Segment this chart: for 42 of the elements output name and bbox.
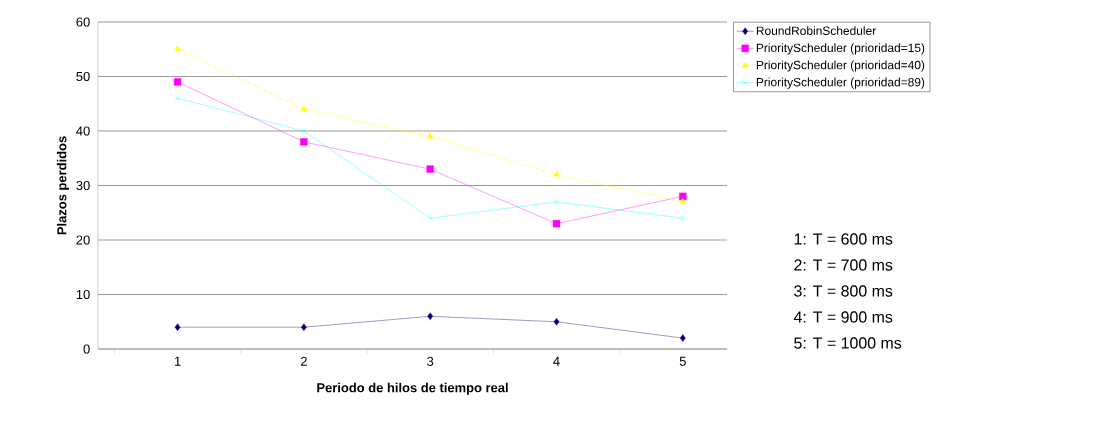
legend-label: PriorityScheduler (prioridad=89) [756,77,925,89]
y-tick-label: 40 [76,126,90,136]
point [679,198,687,204]
y-tick-label: 10 [76,289,90,300]
y-axis-title: Plazos perdidos [56,136,69,235]
y-tick-label: 20 [76,235,90,245]
x-tick-label: 3 [427,356,434,366]
text: 3: T = 800 ms [794,285,893,297]
text: 5: T = 1000 ms [794,337,902,349]
point [553,199,560,205]
y-tick-label: 0 [83,344,90,354]
point [553,318,560,326]
point [427,312,434,320]
legend-label: PriorityScheduler (prioridad=15) [756,43,925,55]
point [301,323,307,331]
x-axis-title: Periodo de hilos de tiempo real [317,382,508,395]
text: 1: T = 600 ms [794,233,893,245]
point [426,132,434,139]
x-tick-label: 4 [553,356,560,366]
point [174,45,181,52]
point [680,215,686,221]
x-tick-label: 5 [679,356,686,366]
point [426,165,434,173]
y-tick-label: 30 [76,180,90,191]
legend-label: RoundRobinScheduler [756,26,876,35]
point [174,323,181,331]
point [174,95,181,101]
y-tick-label: 60 [76,17,90,27]
text: 4: T = 900 ms [793,311,893,323]
x-tick-label: 1 [174,356,181,366]
x-tick-label: 2 [300,356,307,366]
point [301,128,307,134]
y-tick-label: 50 [76,71,90,82]
point [427,215,433,221]
point [553,170,560,177]
legend-label: PriorityScheduler (prioridad=40) [756,60,925,72]
point [679,334,686,342]
text: 2: T = 700 ms [794,259,893,271]
point [300,105,308,112]
point [173,78,182,86]
point [552,219,561,228]
point [300,138,308,146]
